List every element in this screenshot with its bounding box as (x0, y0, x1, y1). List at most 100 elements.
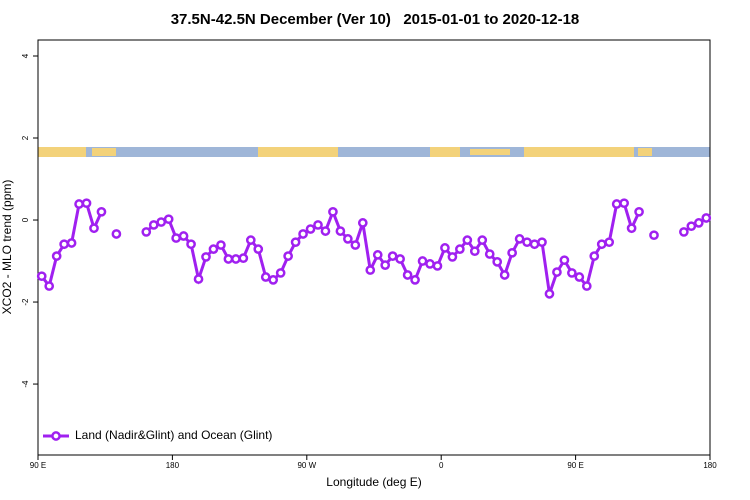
data-point (253, 244, 264, 254)
data-point (298, 229, 308, 239)
y-tick-label: 4 (21, 53, 30, 58)
y-tick-label: 0 (21, 217, 30, 222)
data-point (440, 243, 450, 253)
data-point (365, 265, 376, 275)
data-point (44, 281, 55, 291)
data-point (163, 214, 174, 225)
data-point (559, 255, 570, 266)
data-point (320, 226, 331, 236)
data-point (178, 231, 189, 241)
data-point (66, 238, 77, 248)
data-point (357, 218, 368, 228)
data-point (567, 268, 577, 278)
data-point (447, 252, 458, 262)
data-point (141, 227, 152, 237)
data-point (619, 198, 629, 209)
x-tick-label: 90 E (30, 461, 46, 470)
data-point (552, 267, 562, 277)
data-point (268, 275, 279, 285)
data-point (469, 246, 480, 257)
x-tick-label: 90 W (297, 461, 316, 470)
data-point (604, 237, 615, 248)
data-point (626, 223, 637, 234)
data-point (574, 272, 585, 282)
data-point (395, 254, 405, 264)
data-point (260, 272, 271, 282)
x-tick-label: 0 (439, 461, 444, 470)
x-tick-label: 180 (703, 461, 717, 470)
legend-marker (51, 431, 61, 441)
data-point (544, 288, 555, 299)
x-axis-label: Longitude (deg E) (326, 475, 421, 489)
data-point (537, 237, 547, 248)
data-point (59, 239, 69, 250)
plot-frame (37, 39, 711, 456)
data-point (649, 230, 659, 241)
data-point (96, 206, 107, 217)
data-point (148, 220, 159, 230)
data-point (432, 261, 443, 271)
data-point (81, 198, 92, 209)
x-tick-label: 90 E (567, 461, 583, 470)
y-axis-label: XCO2 - MLO trend (ppm) (0, 180, 14, 315)
data-point (231, 254, 241, 264)
data-point (596, 239, 607, 250)
data-point (350, 240, 361, 250)
data-point (634, 206, 644, 217)
legend-label: Land (Nadir&Glint) and Ocean (Glint) (75, 428, 272, 442)
y-tick-label: -2 (21, 298, 30, 306)
data-point (455, 244, 465, 254)
data-point (343, 234, 353, 244)
data-point (372, 250, 383, 260)
data-point (410, 275, 420, 285)
data-point (245, 235, 256, 245)
data-point (686, 221, 697, 232)
data-point (492, 257, 503, 267)
data-point (484, 249, 495, 259)
data-point (387, 251, 398, 261)
data-point (477, 235, 488, 245)
x-tick-label: 180 (166, 461, 180, 470)
data-point (522, 237, 532, 248)
data-point (581, 281, 592, 291)
data-point (290, 237, 301, 248)
data-point (283, 251, 293, 261)
data-point (208, 244, 219, 254)
data-point (701, 213, 712, 223)
data-point (611, 199, 622, 209)
y-tick-label: 2 (21, 135, 30, 140)
data-point (529, 239, 540, 250)
data-point (111, 229, 122, 239)
data-point (335, 226, 346, 236)
data-point (89, 223, 99, 234)
chart-title: 37.5N-42.5N December (Ver 10) 2015-01-01… (171, 11, 580, 28)
data-point (201, 252, 211, 262)
data-point (499, 270, 510, 280)
data-point (223, 254, 234, 264)
data-point (51, 251, 62, 261)
data-point (313, 220, 323, 230)
data-point (305, 224, 316, 234)
data-point (186, 239, 196, 250)
data-point (402, 270, 413, 280)
data-point (462, 235, 473, 245)
data-point (156, 217, 167, 227)
y-tick-label: -4 (21, 380, 30, 388)
data-point (216, 240, 226, 250)
data-point (693, 218, 704, 228)
data-point (171, 233, 181, 243)
data-point (36, 271, 47, 282)
data-point (679, 227, 689, 237)
data-point (193, 274, 204, 284)
data-point (417, 256, 428, 266)
map-strip (38, 147, 710, 157)
data-point (425, 259, 435, 269)
data-point (514, 234, 525, 244)
data-point (380, 260, 391, 270)
data-point (74, 199, 84, 209)
data-point (507, 247, 517, 258)
data-point (275, 268, 286, 278)
data-point (238, 253, 249, 264)
data-point (328, 206, 338, 217)
